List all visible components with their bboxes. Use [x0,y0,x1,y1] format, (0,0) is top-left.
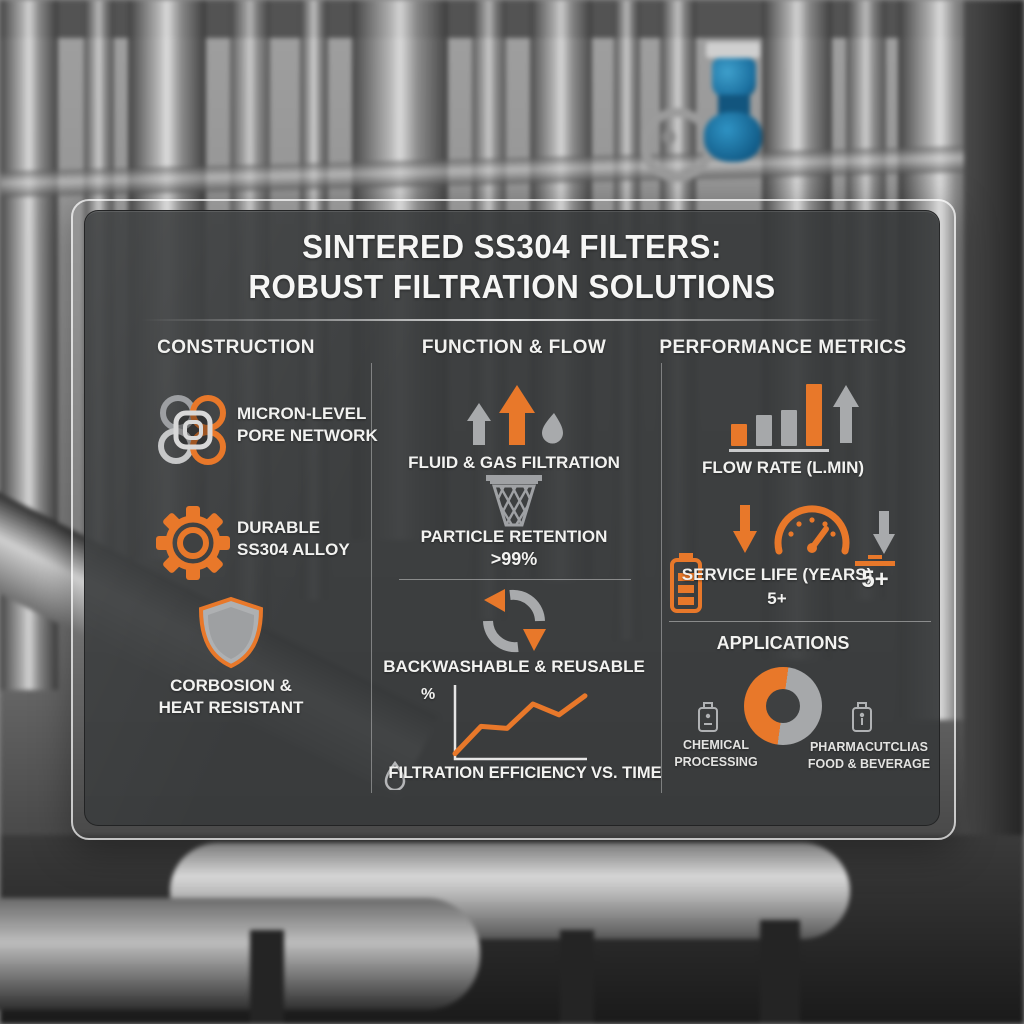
application-pharma-label: PHARMACUTCLIAS FOOD & BEVERAGE [808,739,930,773]
label-line: CHEMICAL [683,738,749,752]
up-trend-arrow-icon [833,385,859,443]
backwashable-label: BACKWASHABLE & REUSABLE [383,657,645,676]
chemical-container-icon [698,702,718,732]
applications-header: APPLICATIONS [716,633,850,653]
corrosion-resistant-label: CORBOSION & HEAT RESISTANT [125,675,337,719]
badge-value: 5+ [861,566,889,593]
pore-network-icon [158,395,226,465]
recycle-arrows-icon [483,589,546,653]
horizontal-tank [0,898,480,1010]
badge-tab [868,555,882,559]
title-divider [141,319,883,321]
blue-valve-body [718,95,750,117]
infographic-panel: SINTERED SS304 FILTERS: ROBUST FILTRATIO… [84,210,940,826]
valve-handwheel-hub [662,130,676,144]
fluid-gas-label: FLUID & GAS FILTRATION [408,453,620,472]
applications-donut [744,667,822,745]
page-title: SINTERED SS304 FILTERS: ROBUST FILTRATIO… [106,227,917,308]
chart-y-axis-label: % [421,686,436,703]
column-header-performance: PERFORMANCE METRICS [659,337,907,358]
label-line: MICRON-LEVEL [237,404,367,423]
flow-rate-bar [781,410,797,446]
service-life-badge: 5+ [853,555,897,594]
shield-icon [198,596,264,669]
tank-leg [250,930,284,1024]
valve-handwheel [640,108,714,182]
efficiency-polyline [452,693,588,757]
pharma-container-icon [852,702,872,732]
column-header-function-flow: FUNCTION & FLOW [421,337,607,358]
column-divider [661,363,662,793]
pipe-flange [706,42,760,58]
section-divider [399,579,631,580]
mesh-filter-icon [486,475,542,527]
blue-valve [712,58,756,98]
flow-rate-label: FLOW RATE (L.MIN) [701,458,865,477]
label-line: FOOD & BEVERAGE [807,756,931,771]
label-line: CORBOSION & [170,676,292,695]
tank-leg [760,920,800,1024]
up-arrows-droplet-icon [467,385,563,445]
donut-hole [766,689,800,723]
section-divider [669,621,931,622]
flow-rate-bar [806,384,822,446]
blue-valve-base [704,112,762,162]
particle-retention-value: >99% [490,549,538,569]
label-line: PROCESSING [674,754,758,769]
pore-network-label: MICRON-LEVEL PORE NETWORK [237,403,378,447]
droplet-outline-icon [384,760,406,790]
title-line2: ROBUST FILTRATION SOLUTIONS [248,268,776,306]
durable-alloy-label: DURABLE SS304 ALLOY [237,517,350,561]
label-line: SS304 ALLOY [237,540,350,560]
label-line: HEAT RESISTANT [158,698,304,718]
gauge-icon [774,505,850,555]
service-life-label: SERVICE LIFE (YEARS) [681,565,873,584]
application-chemical-label: CHEMICAL PROCESSING [674,737,757,771]
glass-panel-border [71,199,956,840]
gear-icon [156,506,230,580]
particle-retention-label: PARTICLE RETENTION [420,527,608,546]
service-life-value: 5+ [767,589,787,608]
efficiency-line-chart [452,685,588,761]
flow-rate-bars [731,384,827,446]
column-header-construction: CONSTRUCTION [157,337,315,358]
label-line: PORE NETWORK [237,426,378,446]
label-line: PHARMACUTCLIAS [809,740,929,754]
battery-icon [670,553,702,613]
efficiency-chart-caption: FILTRATION EFFICIENCY VS. TIME [388,764,662,782]
bar-chart-baseline [729,449,829,452]
badge-bar [855,561,895,566]
down-arrow-gray-icon [873,511,895,554]
flow-rate-bar [756,415,772,446]
title-line1: SINTERED SS304 FILTERS: [302,228,722,265]
label-line: DURABLE [237,518,321,537]
tank-leg [560,930,594,1024]
flow-rate-bar [731,424,747,446]
down-arrow-orange-icon [733,505,757,553]
column-divider [371,363,372,793]
